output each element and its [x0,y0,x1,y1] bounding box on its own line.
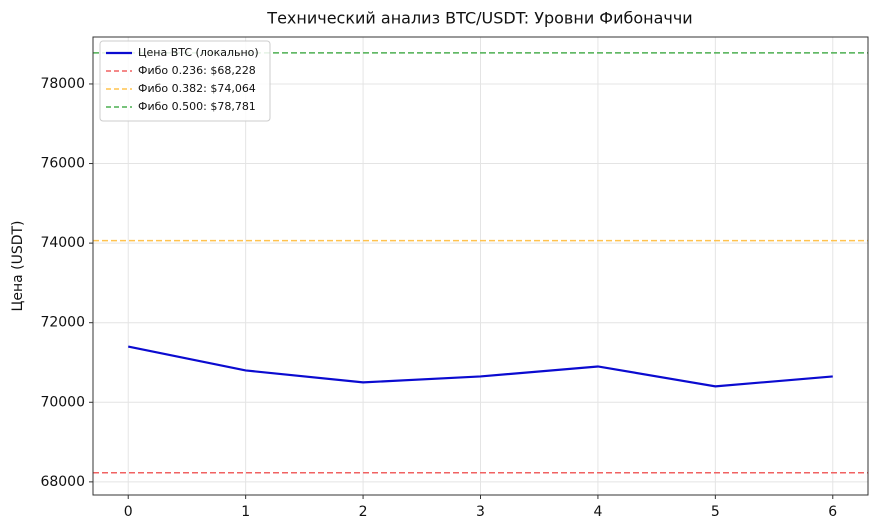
x-tick-label: 1 [241,504,250,520]
legend-label: Фибо 0.500: $78,781 [138,100,256,113]
legend-label: Цена BTC (локально) [138,46,259,59]
x-tick-label: 0 [124,504,133,520]
plot-frame [92,36,869,496]
y-tick-label: 72000 [40,315,85,331]
y-tick-label: 76000 [40,156,85,172]
x-tick-label: 3 [476,504,485,520]
x-tick-label: 5 [711,504,720,520]
y-tick-label: 74000 [40,235,85,251]
chart-title: Технический анализ BTC/USDT: Уровни Фибо… [266,9,692,28]
legend-box [99,40,271,122]
x-tick-label: 6 [828,504,837,520]
legend: Цена BTC (локально) Фибо 0.236: $68,228 Фи… [99,40,271,122]
legend-label: Фибо 0.382: $74,064 [138,82,256,95]
x-tick-label: 2 [359,504,368,520]
y-axis-label: Цена (USDT) [10,220,26,311]
y-tick-label: 78000 [40,76,85,92]
legend-label: Фибо 0.236: $68,228 [138,64,256,77]
y-tick-label: 68000 [40,474,85,490]
x-tick-label: 4 [593,504,602,520]
price-line [128,345,833,388]
y-tick-label: 70000 [40,394,85,410]
